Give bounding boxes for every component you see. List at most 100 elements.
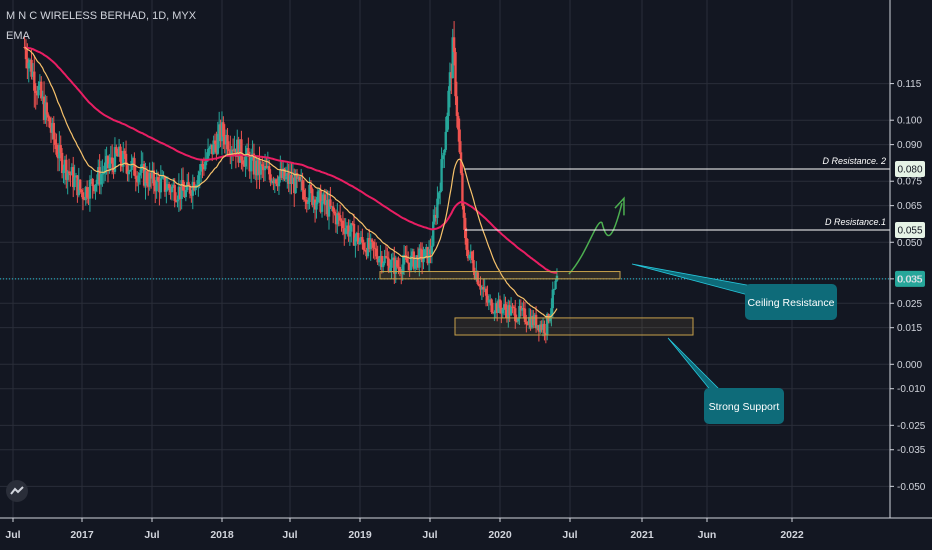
candle-body: [395, 260, 399, 267]
ema-indicator-label[interactable]: EMA: [6, 30, 30, 42]
candle-body: [419, 248, 422, 250]
x-tick-label: 2022: [780, 529, 804, 541]
resistance-price-label: 0.080: [897, 165, 922, 176]
candle-body: [305, 199, 308, 204]
candle-body: [434, 214, 438, 218]
candle-body: [134, 175, 137, 179]
candle-body: [51, 122, 54, 133]
candle-body: [382, 263, 385, 268]
candle-body: [462, 205, 466, 218]
candle-body: [212, 140, 215, 155]
candle-body: [491, 312, 495, 314]
candle-body: [165, 189, 168, 192]
zones-layer: [379, 271, 694, 336]
candle-body: [274, 179, 278, 184]
y-tick-label: 0.050: [897, 238, 922, 249]
candle-body: [183, 190, 186, 198]
candle-body: [145, 171, 149, 184]
candle-body: [550, 308, 553, 317]
candle-body: [209, 144, 213, 148]
candle-body: [484, 288, 488, 296]
candle-body: [47, 114, 50, 118]
candle-body: [201, 164, 204, 167]
candle-body: [448, 72, 452, 91]
candle-body: [234, 148, 238, 157]
candle-body: [42, 96, 46, 121]
current-price-tag: [895, 270, 925, 287]
candle-body: [534, 314, 538, 329]
candle-body: [443, 149, 446, 156]
candle-body: [24, 47, 28, 60]
candle-body: [544, 333, 548, 335]
candle-body: [352, 223, 356, 246]
candle-body: [70, 167, 74, 176]
candle-body: [78, 179, 82, 190]
price-axis: 0.115 0.100 0.090 0.075 0.065 0.050 0.035 0.025…: [889, 0, 926, 518]
candle-body: [277, 176, 281, 187]
candle-body: [133, 158, 136, 176]
candle-body: [469, 251, 472, 255]
y-tick-label: -0.050: [897, 482, 926, 493]
candle-body: [361, 237, 364, 243]
candle-body: [123, 150, 126, 154]
candle-body: [480, 287, 484, 290]
candle-body: [437, 192, 441, 199]
candle-body: [429, 249, 432, 255]
ceiling-callout-pointer: [631, 263, 753, 297]
candle-body: [243, 164, 246, 167]
candle-body: [426, 246, 429, 264]
candle-body: [391, 257, 395, 260]
candle-body: [445, 116, 449, 132]
candle-body: [170, 186, 174, 193]
candle-body: [458, 129, 461, 153]
candle-body: [330, 206, 333, 208]
x-tick-label: 2018: [210, 529, 234, 541]
y-tick-label: 0.075: [897, 177, 922, 188]
candle-body: [198, 171, 201, 176]
candle-body: [284, 176, 288, 180]
candle-body: [356, 232, 360, 245]
candle-body: [358, 241, 361, 245]
candle-body: [504, 304, 507, 310]
candle-body: [52, 122, 55, 140]
candle-body: [304, 199, 307, 201]
candle-body: [438, 190, 442, 193]
resistance-label: D Resistance. 2: [822, 156, 886, 166]
candle-body: [301, 180, 304, 191]
candle-body: [266, 166, 270, 169]
candle-body: [473, 271, 477, 279]
ceiling-callout-label: Ceiling Resistance: [748, 297, 835, 309]
candle-body: [283, 168, 286, 180]
candle-body: [160, 176, 164, 179]
candle-body: [184, 190, 188, 198]
candle-body: [226, 134, 229, 150]
candle-body: [518, 306, 521, 319]
candle-body: [190, 193, 193, 196]
candle-body: [112, 163, 115, 172]
candle-body: [501, 308, 504, 314]
candle-body: [187, 182, 190, 186]
y-tick-label: -0.035: [897, 445, 926, 456]
candle-body: [452, 37, 456, 53]
candle-body: [48, 117, 51, 128]
candle-body: [35, 93, 39, 96]
candle-body: [408, 262, 411, 271]
candle-body: [233, 148, 236, 152]
candle-body: [33, 71, 36, 91]
candle-body: [34, 90, 37, 94]
candle-body: [41, 96, 44, 99]
candle-body: [312, 199, 315, 205]
candle-body: [459, 152, 463, 174]
candle-body: [450, 72, 453, 79]
candle-body: [522, 308, 525, 310]
candle-body: [130, 160, 133, 171]
candle-body: [405, 257, 409, 263]
candle-body: [129, 170, 132, 172]
candle-body: [295, 173, 299, 179]
candle-body: [156, 177, 160, 181]
tradingview-logo-icon[interactable]: [6, 480, 28, 502]
x-tick-label: Jun: [698, 529, 717, 541]
candle-body: [256, 158, 260, 176]
